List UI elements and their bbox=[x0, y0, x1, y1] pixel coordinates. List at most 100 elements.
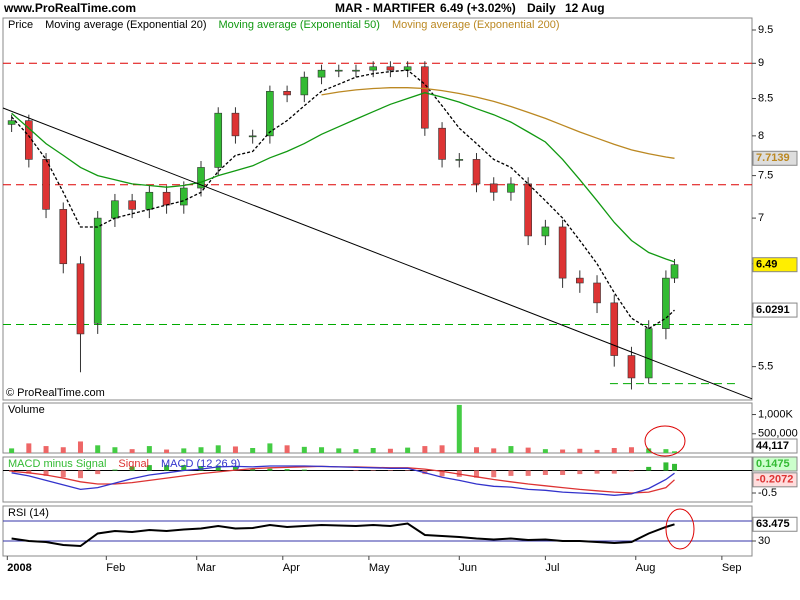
histogram-bar bbox=[250, 468, 256, 471]
volume-bar bbox=[611, 448, 617, 453]
histogram-bar bbox=[284, 469, 290, 471]
histogram-bar bbox=[77, 470, 83, 479]
histogram-bar bbox=[129, 466, 135, 471]
volume-bar bbox=[232, 446, 238, 453]
x-tick-label: Mar bbox=[197, 562, 216, 574]
y-tick-label: 30 bbox=[758, 535, 770, 547]
y-tick-label: 8 bbox=[758, 130, 764, 142]
histogram-bar bbox=[508, 470, 514, 476]
candle-body bbox=[197, 167, 205, 189]
candle-body bbox=[334, 69, 343, 72]
volume-bar bbox=[336, 448, 342, 453]
histogram-bar bbox=[474, 470, 480, 478]
volume-bar bbox=[491, 448, 497, 453]
value-tag-label: 63.475 bbox=[756, 518, 790, 530]
volume-bar bbox=[181, 448, 187, 453]
volume-bar bbox=[146, 446, 152, 453]
candle-body bbox=[352, 69, 360, 72]
volume-bar bbox=[60, 447, 66, 453]
candle-body bbox=[644, 328, 653, 379]
candle-body bbox=[42, 159, 50, 210]
histogram-bar bbox=[646, 466, 652, 471]
candle-body bbox=[162, 191, 171, 206]
histogram-bar bbox=[267, 468, 273, 471]
volume-bar bbox=[319, 447, 325, 453]
series-line bbox=[11, 69, 675, 330]
period: Daily bbox=[527, 1, 556, 15]
x-tick-label: May bbox=[369, 562, 390, 574]
volume-bar bbox=[77, 441, 83, 453]
value-tag bbox=[752, 257, 798, 273]
legend-label: MACD (12 26 9) bbox=[161, 458, 240, 470]
volume-bar bbox=[508, 446, 514, 453]
volume-bar bbox=[284, 445, 290, 453]
volume-bar bbox=[301, 446, 307, 453]
volume-bar bbox=[9, 448, 15, 453]
volume-bar bbox=[663, 449, 669, 453]
series-line bbox=[11, 465, 675, 496]
candle-body bbox=[7, 120, 16, 125]
legend-label: Moving average (Exponential 50) bbox=[219, 19, 380, 31]
date: 12 Aug bbox=[565, 1, 605, 15]
histogram-bar bbox=[594, 470, 600, 474]
histogram-bar bbox=[112, 469, 118, 471]
x-tick-label: Jul bbox=[545, 562, 559, 574]
candle-body bbox=[386, 66, 395, 71]
volume-bar bbox=[112, 447, 118, 453]
value-tag-label: 0.1475 bbox=[756, 458, 790, 470]
x-tick-label: Sep bbox=[722, 562, 742, 574]
histogram-bar bbox=[611, 470, 617, 474]
volume-bar bbox=[560, 449, 566, 453]
candle-body bbox=[369, 66, 377, 71]
value-tag bbox=[752, 302, 798, 318]
legend-label: Moving average (Exponential 200) bbox=[392, 19, 560, 31]
histogram-bar bbox=[232, 466, 238, 471]
volume-bar bbox=[387, 448, 393, 453]
volume-bar bbox=[164, 449, 170, 453]
candle-body bbox=[231, 112, 240, 137]
candle-body bbox=[248, 135, 257, 138]
candle-body bbox=[76, 263, 85, 335]
candle-body bbox=[438, 127, 446, 160]
volume-bar bbox=[129, 449, 135, 453]
volume-bar bbox=[456, 404, 462, 453]
volume-bar bbox=[439, 445, 445, 453]
value-tag-label: 44,117 bbox=[756, 440, 789, 452]
volume-bar bbox=[370, 448, 376, 453]
candle-body bbox=[128, 200, 136, 210]
candle-body bbox=[455, 159, 464, 161]
panel bbox=[2, 17, 753, 401]
histogram-bar bbox=[43, 470, 49, 476]
highlight-circle bbox=[644, 425, 686, 457]
value-tag-label: 7.7139 bbox=[756, 152, 790, 164]
x-tick-label: Feb bbox=[106, 562, 125, 574]
y-tick-label: 8.5 bbox=[758, 92, 773, 104]
highlight-circle bbox=[665, 508, 695, 550]
volume-bar bbox=[422, 446, 428, 453]
value-tag bbox=[752, 150, 798, 166]
candle-body bbox=[489, 183, 498, 193]
candle-body bbox=[558, 226, 567, 279]
candle-body bbox=[576, 277, 584, 284]
candle-body bbox=[266, 91, 274, 137]
histogram-bar bbox=[215, 465, 221, 471]
value-tag-label: -0.2072 bbox=[756, 474, 793, 486]
histogram-bar bbox=[198, 466, 204, 471]
trendline bbox=[2, 107, 753, 400]
value-tag-label: 6.49 bbox=[756, 259, 777, 271]
candle-body bbox=[300, 76, 309, 96]
volume-bar bbox=[43, 446, 49, 453]
panel bbox=[2, 456, 753, 503]
legend-label: RSI (14) bbox=[8, 507, 49, 519]
volume-bar bbox=[405, 447, 411, 453]
histogram-bar bbox=[525, 470, 531, 476]
histogram-bar bbox=[9, 470, 15, 472]
candle-body bbox=[507, 183, 515, 193]
series-line bbox=[11, 522, 675, 548]
histogram-bar bbox=[628, 470, 634, 472]
quote: 6.49 (+3.02%) bbox=[440, 1, 516, 15]
volume-bar bbox=[577, 448, 583, 453]
legend-label: Moving average (Exponential 20) bbox=[45, 19, 206, 31]
histogram-bar bbox=[301, 469, 307, 471]
